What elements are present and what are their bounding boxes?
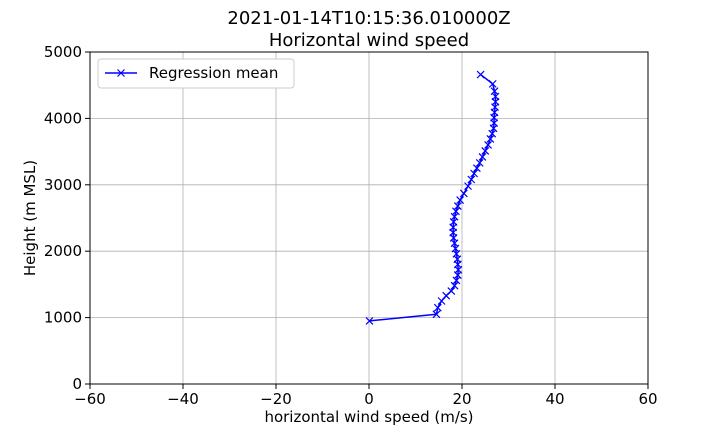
y-tick-label-0: 0: [72, 375, 82, 393]
x-tick-label-1: −40: [167, 390, 199, 408]
y-axis-label: Height (m MSL): [21, 160, 39, 276]
x-axis-label: horizontal wind speed (m/s): [264, 408, 473, 426]
data-point-0-0: [365, 316, 374, 325]
data-point-0-1: [432, 310, 441, 319]
data-point-0-41: [490, 87, 499, 96]
x-axis-ticks: −60 −40 −20 0 20 40 60: [74, 384, 658, 408]
data-point-0-24: [464, 182, 472, 191]
y-axis-ticks: 0 1000 2000 3000 4000 5000: [44, 43, 90, 393]
data-point-0-31: [484, 141, 492, 149]
legend: Regression mean: [97, 58, 295, 89]
data-point-0-28: [475, 158, 484, 167]
legend-marker-regression-mean: [117, 69, 125, 77]
x-tick-label-4: 20: [452, 390, 471, 408]
y-tick-label-4: 4000: [44, 109, 82, 127]
series-layer: [365, 70, 500, 325]
data-point-0-5: [447, 287, 456, 295]
chart-title-line1: 2021-01-14T10:15:36.010000Z: [227, 8, 510, 29]
data-point-0-30: [481, 147, 490, 155]
y-tick-label-5: 5000: [44, 43, 82, 61]
grid-lines: [89, 51, 649, 385]
x-tick-label-0: −60: [74, 390, 106, 408]
data-point-0-27: [472, 164, 481, 173]
data-point-0-2: [433, 303, 442, 312]
data-point-0-42: [488, 79, 497, 88]
data-point-0-22: [456, 196, 465, 204]
data-point-0-6: [450, 281, 459, 290]
y-tick-label-2: 2000: [44, 242, 82, 260]
x-tick-label-5: 40: [545, 390, 564, 408]
data-point-0-32: [486, 135, 495, 143]
legend-box: [97, 58, 295, 89]
data-point-0-21: [453, 202, 462, 210]
x-tick-label-6: 60: [638, 390, 657, 408]
legend-label-regression-mean: Regression mean: [149, 64, 278, 82]
y-tick-label-3: 3000: [44, 176, 82, 194]
y-tick-label-1: 1000: [44, 309, 82, 327]
series-line-0: [369, 73, 497, 322]
data-point-0-23: [459, 189, 468, 198]
chart-title-line2: Horizontal wind speed: [269, 30, 469, 51]
x-tick-label-3: 0: [364, 390, 374, 408]
data-point-0-43: [476, 70, 485, 79]
x-tick-label-2: −20: [260, 390, 292, 408]
data-point-0-26: [470, 169, 479, 178]
data-point-0-20: [452, 207, 460, 216]
data-point-0-29: [478, 152, 487, 161]
legend-marker-x: [117, 69, 125, 77]
data-point-0-25: [467, 175, 476, 184]
